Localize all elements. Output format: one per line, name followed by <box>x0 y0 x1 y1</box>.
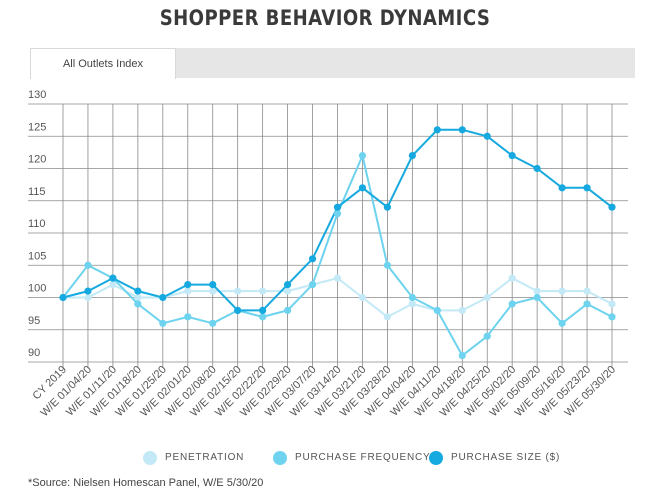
data-point[interactable] <box>558 184 566 192</box>
data-point[interactable] <box>134 287 142 295</box>
data-point[interactable] <box>234 287 242 295</box>
data-point[interactable] <box>109 274 117 282</box>
data-point[interactable] <box>134 300 142 308</box>
source-note: *Source: Nielsen Homescan Panel, W/E 5/3… <box>28 477 264 489</box>
data-point[interactable] <box>458 306 466 314</box>
data-point[interactable] <box>383 203 392 211</box>
data-point[interactable] <box>483 332 491 340</box>
data-point[interactable] <box>259 306 267 314</box>
data-point[interactable] <box>433 306 441 314</box>
y-tick-label: 115 <box>28 186 46 198</box>
data-point[interactable] <box>209 319 217 327</box>
data-point[interactable] <box>283 306 292 314</box>
data-point[interactable] <box>134 293 142 302</box>
data-point[interactable] <box>283 287 292 295</box>
data-point[interactable] <box>308 255 317 263</box>
data-point[interactable] <box>234 306 242 314</box>
data-point[interactable] <box>358 152 367 160</box>
data-point[interactable] <box>508 152 516 160</box>
legend-swatch <box>143 451 157 465</box>
data-point[interactable] <box>408 293 416 302</box>
data-point[interactable] <box>159 293 167 302</box>
data-point[interactable] <box>458 126 466 134</box>
data-point[interactable] <box>259 313 267 321</box>
data-point[interactable] <box>583 287 591 295</box>
data-point[interactable] <box>533 293 541 302</box>
data-point[interactable] <box>259 287 267 295</box>
data-point[interactable] <box>533 287 541 295</box>
data-point[interactable] <box>358 184 367 192</box>
series-points <box>59 126 616 360</box>
data-point[interactable] <box>508 300 516 308</box>
data-point[interactable] <box>383 261 392 269</box>
data-point[interactable] <box>533 164 541 173</box>
y-tick-label: 110 <box>28 218 46 230</box>
y-tick-label: 105 <box>28 250 46 262</box>
data-point[interactable] <box>408 300 416 308</box>
data-point[interactable] <box>408 152 416 160</box>
data-point[interactable] <box>483 293 491 302</box>
data-point[interactable] <box>184 313 192 321</box>
data-point[interactable] <box>109 281 117 289</box>
y-tick-label: 95 <box>28 315 40 327</box>
data-point[interactable] <box>184 287 192 295</box>
data-point[interactable] <box>333 203 342 211</box>
data-point[interactable] <box>184 281 192 289</box>
data-point[interactable] <box>433 126 441 134</box>
data-point[interactable] <box>558 287 566 295</box>
data-point[interactable] <box>583 184 591 192</box>
data-point[interactable] <box>508 274 516 282</box>
y-tick-label: 120 <box>28 154 46 166</box>
data-point[interactable] <box>84 293 92 302</box>
data-point[interactable] <box>283 281 292 289</box>
data-point[interactable] <box>59 293 67 302</box>
chart-grid <box>28 103 628 367</box>
y-tick-label: 125 <box>28 121 46 133</box>
data-point[interactable] <box>209 287 217 295</box>
data-point[interactable] <box>583 300 591 308</box>
data-point[interactable] <box>333 274 342 282</box>
y-axis-ticks: 90 95 100 105 110 115 120 125 130 <box>28 89 46 359</box>
data-point[interactable] <box>84 287 92 295</box>
legend-label: PENETRATION <box>165 452 245 463</box>
legend-label: PURCHASE FREQUENCY <box>295 452 431 463</box>
data-point[interactable] <box>608 203 616 211</box>
data-point[interactable] <box>308 281 317 289</box>
data-point[interactable] <box>608 313 616 321</box>
data-point[interactable] <box>483 132 491 140</box>
data-point[interactable] <box>383 313 392 321</box>
chart-title: SHOPPER BEHAVIOR DYNAMICS <box>159 6 491 30</box>
data-point[interactable] <box>558 319 566 327</box>
data-point[interactable] <box>84 261 92 269</box>
data-point[interactable] <box>333 210 342 218</box>
data-point[interactable] <box>358 293 367 302</box>
y-tick-label: 90 <box>28 347 40 359</box>
legend-label: PURCHASE SIZE ($) <box>451 452 561 463</box>
chart-legend: PENETRATION PURCHASE FREQUENCY PURCHASE SI… <box>0 449 650 467</box>
data-point[interactable] <box>608 300 616 308</box>
y-tick-label: 130 <box>28 89 46 101</box>
tab-all-outlets-index[interactable]: All Outlets Index <box>30 48 176 79</box>
data-point[interactable] <box>159 319 167 327</box>
data-point[interactable] <box>458 351 466 360</box>
legend-swatch <box>273 451 287 465</box>
legend-swatch <box>429 451 443 465</box>
data-point[interactable] <box>209 281 217 289</box>
y-tick-label: 100 <box>28 283 46 295</box>
